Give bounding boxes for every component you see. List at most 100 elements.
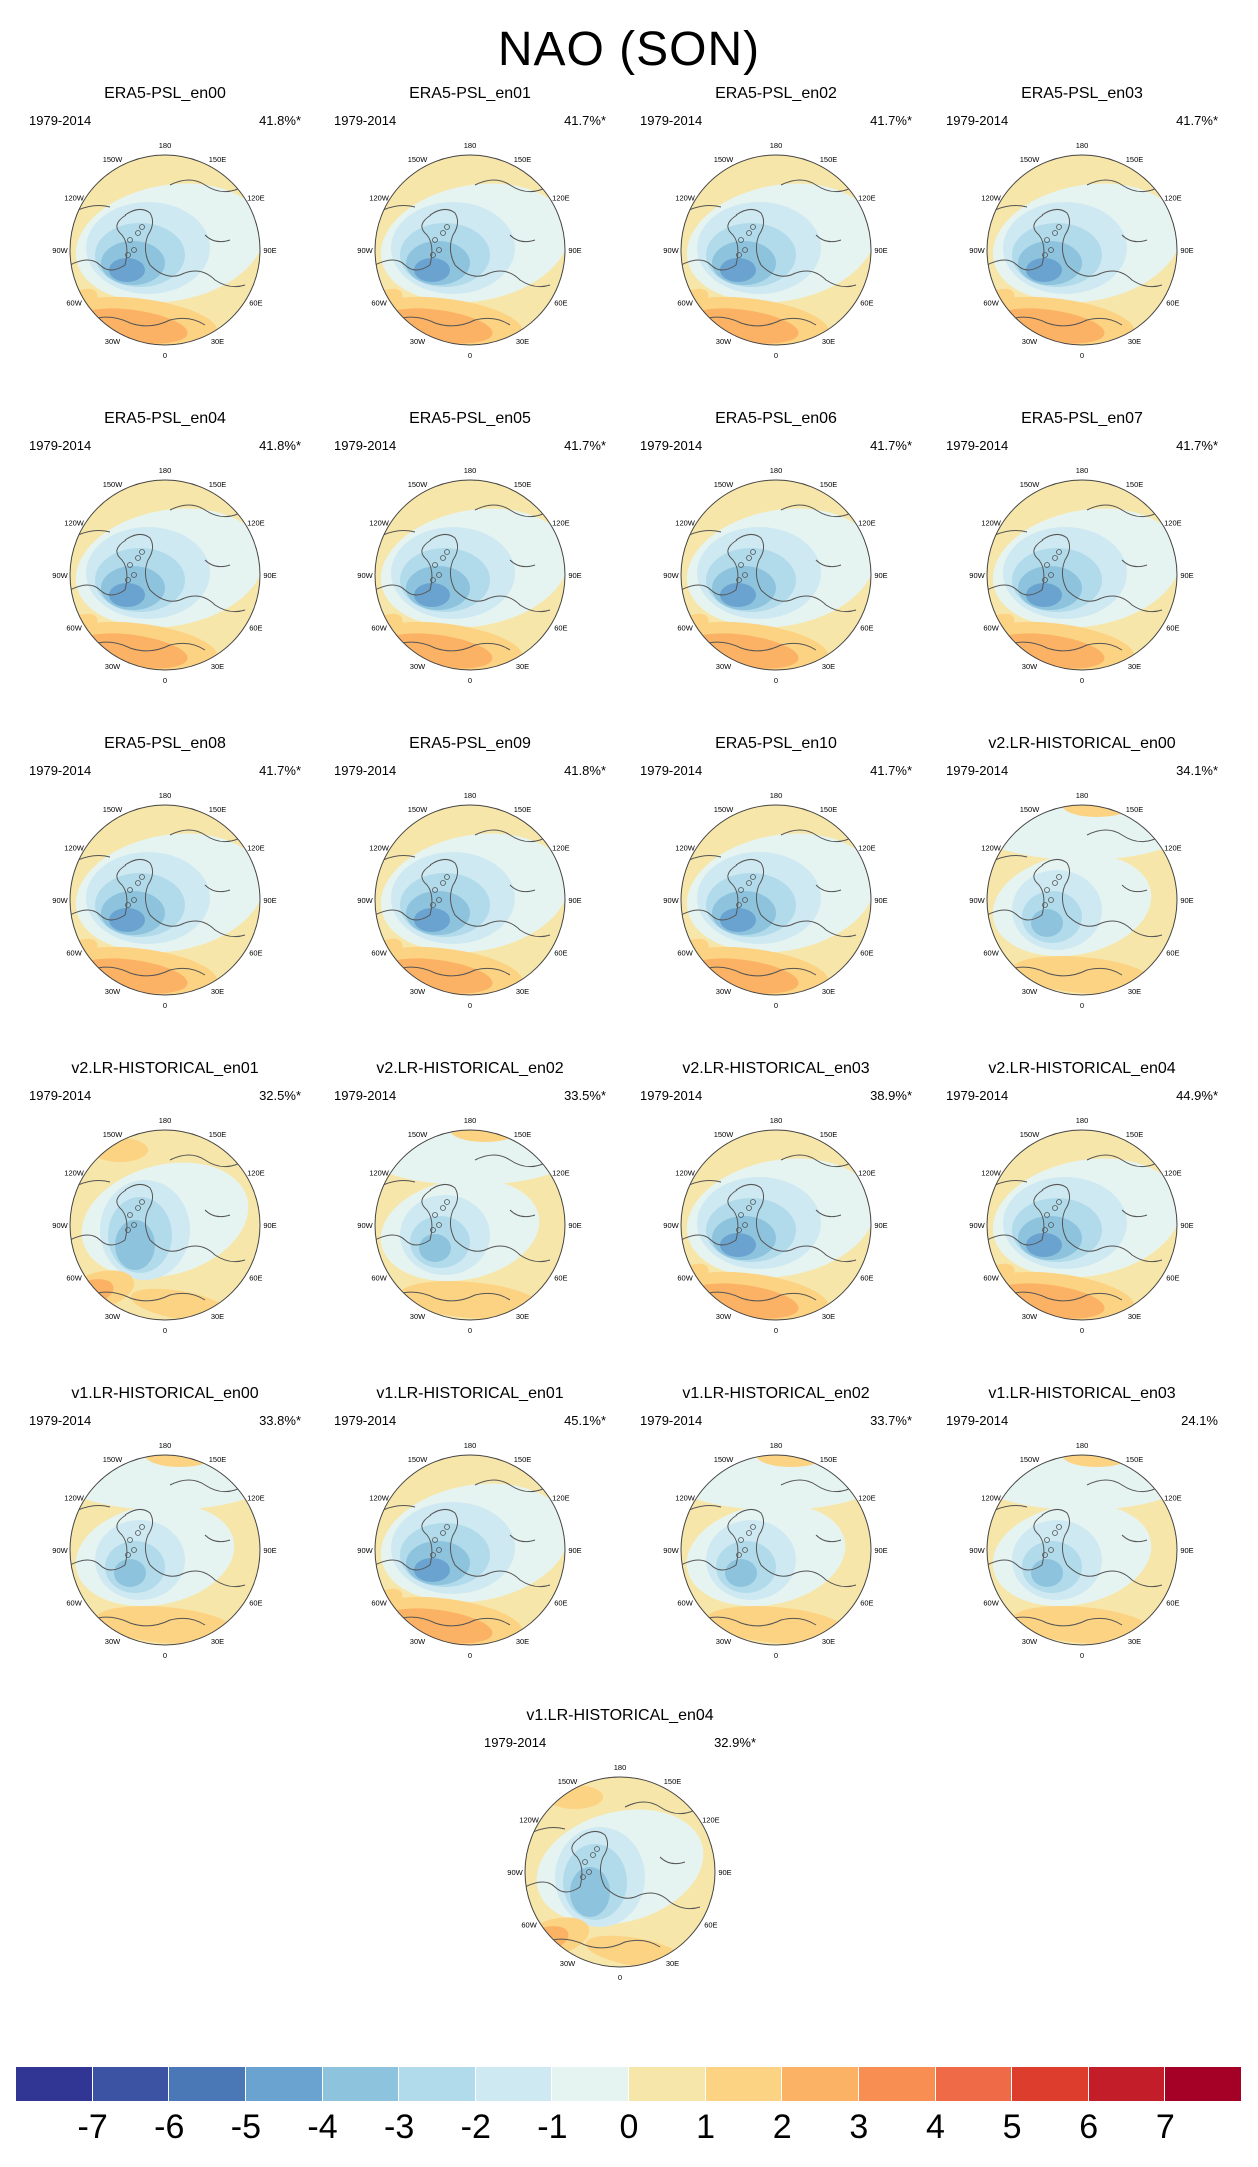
colorbar-swatch (92, 2067, 170, 2101)
longitude-label: 120E (858, 844, 876, 853)
longitude-label: 60W (371, 299, 387, 308)
longitude-label: 120W (369, 844, 390, 853)
panel-explained-variance: 41.7%* (870, 438, 912, 453)
colorbar-swatch (475, 2067, 553, 2101)
longitude-label: 150E (209, 805, 227, 814)
panel-title: v2.LR-HISTORICAL_en04 (988, 1060, 1176, 1077)
panel-period: 1979-2014 (640, 1088, 703, 1103)
longitude-label: 120E (247, 844, 265, 853)
longitude-label: 180 (464, 791, 477, 800)
longitude-label: 90W (969, 571, 985, 580)
figure-title: NAO (SON) (497, 23, 761, 76)
longitude-label: 150E (1126, 1455, 1144, 1464)
longitude-label: 120E (247, 194, 265, 203)
panel-explained-variance: 41.7%* (564, 438, 606, 453)
longitude-label: 150W (714, 805, 735, 814)
colorbar-tick-label: 5 (1002, 2108, 1022, 2146)
polar-map: 180 150E 120E 90E 60E 30E 0 30W 60W 90W 120W 150W (663, 1441, 887, 1660)
longitude-label: 90E (874, 246, 887, 255)
colorbar-swatch (1088, 2067, 1166, 2101)
longitude-label: 90E (1180, 571, 1193, 580)
longitude-label: 90E (568, 246, 581, 255)
panel-period: 1979-2014 (640, 763, 703, 778)
colorbar-swatch (935, 2067, 1013, 2101)
panel-title: ERA5-PSL_en09 (409, 735, 531, 752)
longitude-label: 30W (105, 987, 121, 996)
panel-explained-variance: 41.7%* (1176, 438, 1218, 453)
longitude-label: 180 (770, 1116, 783, 1125)
longitude-label: 90E (1180, 1546, 1193, 1555)
longitude-label: 30W (410, 1637, 426, 1646)
longitude-label: 60E (1166, 949, 1179, 958)
longitude-label: 150W (103, 1130, 124, 1139)
longitude-label: 30W (560, 1959, 576, 1968)
longitude-label: 0 (618, 1973, 622, 1982)
longitude-label: 60E (860, 624, 873, 633)
polar-map: 180 150E 120E 90E 60E 30E 0 30W 60W 90W 120W 150W (969, 466, 1193, 685)
longitude-label: 120W (64, 844, 85, 853)
longitude-label: 60E (860, 949, 873, 958)
panel-title: v1.LR-HISTORICAL_en03 (988, 1385, 1176, 1402)
longitude-label: 0 (1080, 1326, 1084, 1335)
longitude-label: 150W (714, 1130, 735, 1139)
panel-explained-variance: 41.7%* (259, 763, 301, 778)
longitude-label: 0 (1080, 1001, 1084, 1010)
longitude-label: 120W (675, 1494, 696, 1503)
longitude-label: 0 (468, 1326, 472, 1335)
colorbar-tick-label: -4 (307, 2108, 338, 2146)
colorbar-swatch (552, 2067, 629, 2101)
longitude-label: 60E (249, 1599, 262, 1608)
longitude-label: 60E (1166, 624, 1179, 633)
polar-map: 180 150E 120E 90E 60E 30E 0 30W 60W 90W 120W 150W (357, 1441, 581, 1660)
panel-explained-variance: 41.7%* (870, 763, 912, 778)
longitude-label: 30W (410, 662, 426, 671)
polar-map: 180 150E 120E 90E 60E 30E 0 30W 60W 90W 120W 150W (663, 791, 887, 1010)
longitude-label: 180 (614, 1763, 627, 1772)
longitude-label: 0 (774, 1001, 778, 1010)
longitude-label: 120W (675, 844, 696, 853)
longitude-label: 120E (552, 1494, 570, 1503)
longitude-label: 150E (514, 480, 532, 489)
longitude-label: 90W (663, 1221, 679, 1230)
longitude-label: 0 (774, 676, 778, 685)
colorbar-swatch (858, 2067, 936, 2101)
longitude-label: 120W (981, 844, 1002, 853)
longitude-label: 90W (969, 896, 985, 905)
longitude-label: 180 (159, 1116, 172, 1125)
map-panel: v1.LR-HISTORICAL_en01 1979-2014 45.1%* 180 1… (320, 1385, 620, 1685)
colorbar-swatch (169, 2067, 246, 2101)
panel-period: 1979-2014 (640, 113, 703, 128)
panel-title: v2.LR-HISTORICAL_en02 (376, 1060, 564, 1077)
colorbar-swatch (782, 2067, 859, 2101)
longitude-label: 180 (1076, 1116, 1089, 1125)
longitude-label: 60E (554, 1599, 567, 1608)
longitude-label: 120W (675, 194, 696, 203)
longitude-label: 120E (858, 519, 876, 528)
longitude-label: 90E (263, 896, 276, 905)
longitude-label: 120W (64, 194, 85, 203)
panel-explained-variance: 34.1%* (1176, 763, 1218, 778)
longitude-label: 150W (408, 805, 429, 814)
longitude-label: 90W (357, 1546, 373, 1555)
longitude-label: 0 (163, 1326, 167, 1335)
longitude-label: 90W (663, 1546, 679, 1555)
longitude-label: 150E (820, 155, 838, 164)
longitude-label: 60E (1166, 1274, 1179, 1283)
longitude-label: 90W (357, 1221, 373, 1230)
colorbar-swatch (629, 2067, 706, 2101)
map-panel: v2.LR-HISTORICAL_en02 1979-2014 33.5%* 180 1… (320, 1060, 620, 1360)
longitude-label: 180 (1076, 466, 1089, 475)
colorbar-swatch (16, 2067, 93, 2101)
longitude-label: 0 (163, 676, 167, 685)
longitude-label: 30W (410, 1312, 426, 1321)
longitude-label: 60W (66, 1274, 82, 1283)
longitude-label: 120E (702, 1816, 720, 1825)
panel-period: 1979-2014 (334, 438, 397, 453)
longitude-label: 60E (704, 1921, 717, 1930)
longitude-label: 90E (568, 1546, 581, 1555)
longitude-label: 120E (1164, 1494, 1182, 1503)
panel-explained-variance: 33.7%* (870, 1413, 912, 1428)
longitude-label: 60W (677, 624, 693, 633)
panel-title: v2.LR-HISTORICAL_en01 (71, 1060, 259, 1077)
longitude-label: 0 (774, 1651, 778, 1660)
